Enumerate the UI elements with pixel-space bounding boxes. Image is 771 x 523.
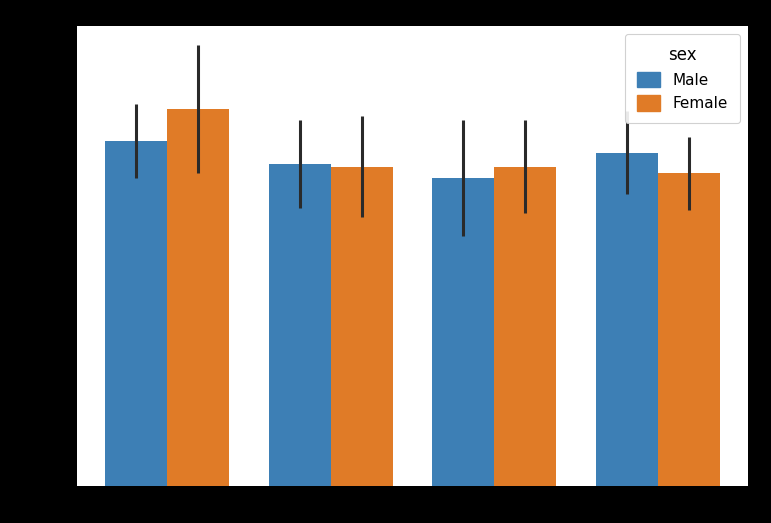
Bar <box>432 178 494 486</box>
Bar <box>596 153 658 486</box>
Bar <box>268 164 331 486</box>
Bar <box>167 109 229 486</box>
Bar <box>658 174 720 486</box>
Bar <box>331 166 393 486</box>
Bar <box>105 141 167 486</box>
Bar <box>494 166 557 486</box>
Legend: Male, Female: Male, Female <box>625 34 740 123</box>
